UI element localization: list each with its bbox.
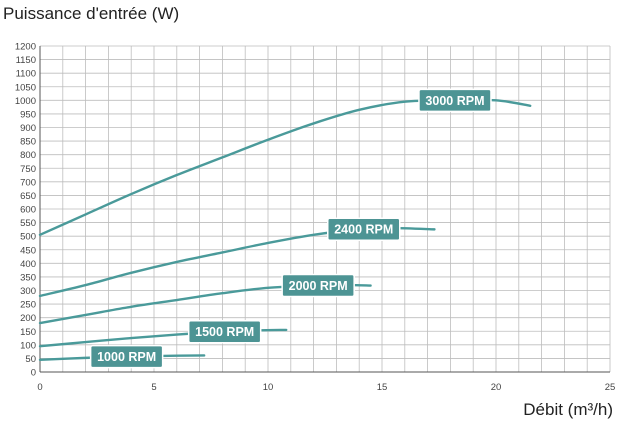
y-tick-label: 1200 [15,42,36,53]
series-line-3000-rpm [38,98,532,237]
x-tick-label: 0 [37,382,42,393]
y-tick-label: 150 [20,327,36,338]
y-tick-label: 400 [20,259,36,270]
x-tick-label: 20 [491,382,502,393]
y-axis-title: Puissance d'entrée (W) [3,4,180,23]
y-tick-label: 550 [20,218,36,229]
y-tick-label: 900 [20,123,36,134]
series-badge-2000-rpm [281,273,355,298]
series-badge-label: 3000 RPM [425,94,484,108]
x-tick-label: 10 [263,382,274,393]
y-tick-label: 50 [25,354,36,365]
y-tick-label: 1050 [15,82,36,93]
y-tick-label: 500 [20,232,36,243]
y-tick-label: 800 [20,150,36,161]
y-tick-label: 200 [20,313,36,324]
y-tick-label: 750 [20,164,36,175]
series-badge-label: 2000 RPM [289,279,348,293]
y-tick-label: 300 [20,286,36,297]
x-tick-label: 15 [377,382,388,393]
y-tick-label: 100 [20,340,36,351]
series-badge-label: 1000 RPM [97,350,156,364]
y-tick-label: 700 [20,177,36,188]
y-tick-label: 1100 [16,69,36,80]
y-tick-label: 0 [31,368,36,379]
series-badge-1500-rpm [187,319,262,344]
series-badge-label: 1500 RPM [195,325,254,339]
x-tick-label: 5 [151,382,156,393]
y-tick-label: 1150 [16,55,36,66]
y-tick-label: 350 [20,272,36,283]
x-axis-title: Débit (m³/h) [523,400,613,419]
series-badge-2400-rpm [327,217,401,241]
x-tick-label: 25 [605,382,616,393]
y-tick-label: 850 [20,137,36,148]
y-tick-label: 1000 [15,96,36,107]
y-tick-label: 250 [20,300,36,311]
y-tick-label: 600 [20,205,36,216]
y-tick-label: 450 [20,245,36,256]
y-tick-label: 950 [20,109,36,120]
series-badge-3000-rpm [418,88,492,113]
series-badge-1000-rpm [89,344,164,369]
series-badge-label: 2400 RPM [334,223,393,237]
y-tick-label: 650 [20,191,36,202]
